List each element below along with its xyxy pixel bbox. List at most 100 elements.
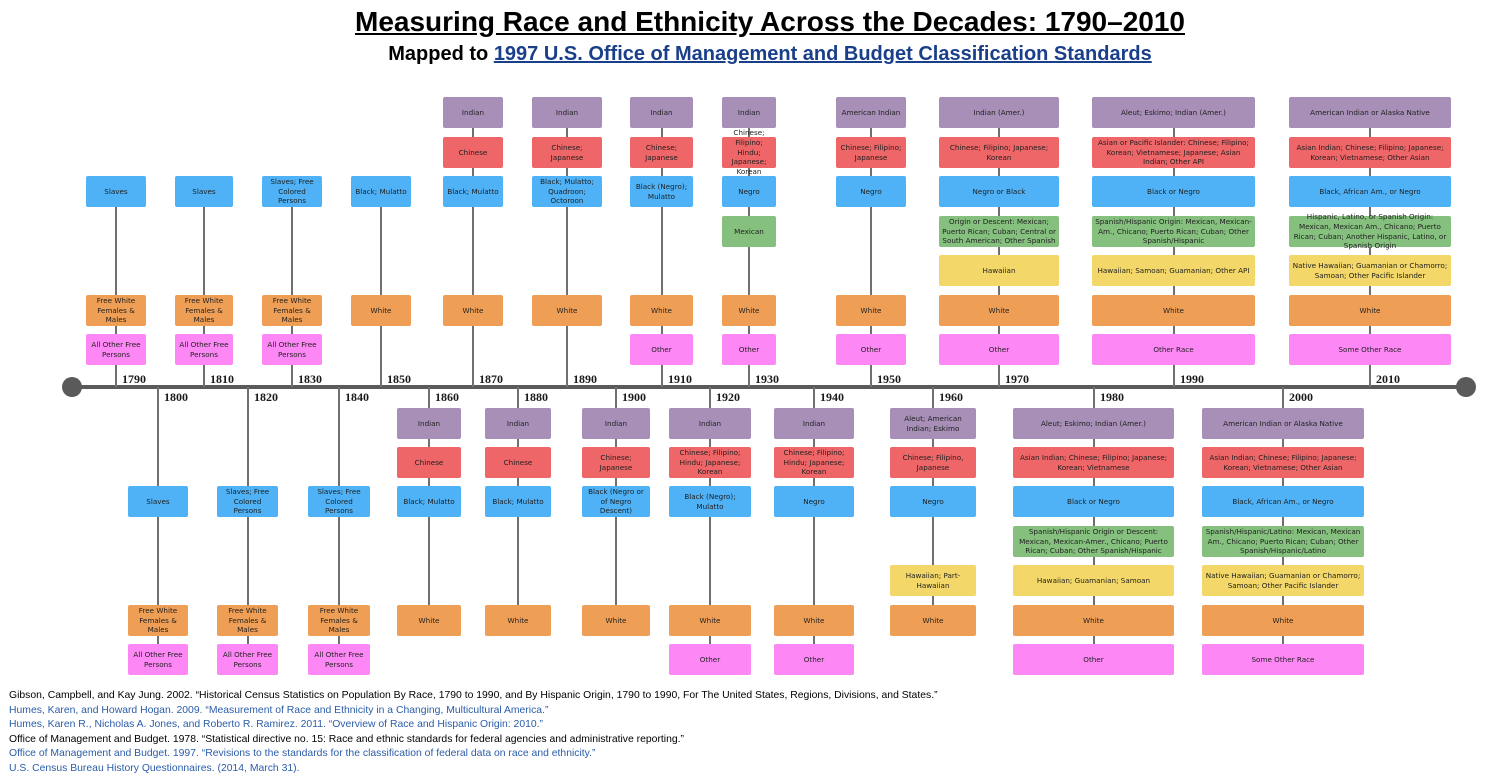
year-label: 1790 (122, 372, 146, 386)
category-box-pacific: Hawaiian; Samoan; Guamanian; Other API (1092, 255, 1255, 286)
category-box-black: Black, African Am., or Negro (1289, 176, 1451, 207)
category-box-white: White (1092, 295, 1255, 326)
year-connector-inner (380, 176, 382, 295)
category-box-asian: Chinese; Japanese (630, 137, 693, 168)
category-box-black: Black; Mulatto (397, 486, 461, 517)
category-box-white: White (351, 295, 411, 326)
year-connector-inner (203, 176, 205, 334)
category-box-indian: Indian (582, 408, 650, 439)
category-box-slave: Slaves; Free Colored Persons (308, 486, 370, 517)
category-box-indian: Indian (669, 408, 751, 439)
year-label: 1900 (622, 390, 646, 404)
category-box-indian: Aleut; American Indian; Eskimo (890, 408, 976, 439)
year-label: 1800 (164, 390, 188, 404)
category-box-black: Negro (836, 176, 906, 207)
category-box-slave: Slaves (175, 176, 233, 207)
category-box-other: All Other Free Persons (262, 334, 322, 365)
year-label: 1860 (435, 390, 459, 404)
category-box-white: Free White Females & Males (86, 295, 146, 326)
year-label: 1880 (524, 390, 548, 404)
category-box-white: White (1013, 605, 1174, 636)
category-box-indian: Indian (532, 97, 602, 128)
category-box-white: White (532, 295, 602, 326)
category-box-white: White (397, 605, 461, 636)
page-subtitle: Mapped to 1997 U.S. Office of Management… (0, 43, 1507, 66)
year-label: 1990 (1180, 372, 1204, 386)
category-box-other: Other (939, 334, 1059, 365)
timeline-axis (72, 385, 1466, 389)
category-box-other: All Other Free Persons (128, 644, 188, 675)
year-connector (247, 387, 249, 486)
year-label: 1890 (573, 372, 597, 386)
year-connector-inner (998, 97, 1000, 334)
category-box-asian: Asian Indian; Chinese; Filipino; Japanes… (1202, 447, 1364, 478)
category-box-other: Other (630, 334, 693, 365)
year-label: 1940 (820, 390, 844, 404)
category-box-white: Free White Females & Males (308, 605, 370, 636)
category-box-asian: Chinese; Filipino; Japanese (836, 137, 906, 168)
category-box-white: White (939, 295, 1059, 326)
category-box-white: White (836, 295, 906, 326)
category-box-white: Free White Females & Males (262, 295, 322, 326)
category-box-slave: Slaves; Free Colored Persons (217, 486, 278, 517)
year-connector (1282, 387, 1284, 408)
page-title: Measuring Race and Ethnicity Across the … (355, 6, 1185, 37)
year-connector (428, 387, 430, 408)
reference-item[interactable]: Humes, Karen, and Howard Hogan. 2009. “M… (9, 704, 549, 716)
category-box-hispanic: Spanish/Hispanic Origin: Mexican, Mexica… (1092, 216, 1255, 247)
year-connector-inner (709, 408, 711, 644)
year-connector (615, 387, 617, 408)
category-box-other: Other (836, 334, 906, 365)
category-box-asian: Asian Indian; Chinese; Filipino; Japanes… (1289, 137, 1451, 168)
category-box-black: Black or Negro (1013, 486, 1174, 517)
category-box-pacific: Native Hawaiian; Guamanian or Chamorro; … (1202, 565, 1364, 596)
category-box-white: White (485, 605, 551, 636)
reference-item[interactable]: Office of Management and Budget. 1997. “… (9, 748, 596, 760)
category-box-other: All Other Free Persons (175, 334, 233, 365)
year-connector (157, 387, 159, 486)
category-box-asian: Chinese; Filipino; Hindu; Japanese; Kore… (774, 447, 854, 478)
category-box-white: White (1289, 295, 1451, 326)
subtitle-prefix: Mapped to (388, 43, 494, 65)
year-connector-inner (247, 486, 249, 644)
year-label: 2010 (1376, 372, 1400, 386)
category-box-white: White (890, 605, 976, 636)
category-box-white: Free White Females & Males (175, 295, 233, 326)
category-box-black: Black or Negro (1092, 176, 1255, 207)
category-box-slave: Slaves (86, 176, 146, 207)
year-connector-inner (748, 97, 750, 334)
category-box-other: Other (774, 644, 854, 675)
category-box-other: Other (722, 334, 776, 365)
category-box-other: All Other Free Persons (86, 334, 146, 365)
year-connector-inner (661, 97, 663, 334)
year-connector-inner (291, 176, 293, 334)
category-box-slave: Slaves; Free Colored Persons (262, 176, 322, 207)
year-label: 1980 (1100, 390, 1124, 404)
category-box-indian: Aleut; Eskimo; Indian (Amer.) (1092, 97, 1255, 128)
category-box-indian: Aleut; Eskimo; Indian (Amer.) (1013, 408, 1174, 439)
category-box-black: Negro (722, 176, 776, 207)
category-box-pacific: Hawaiian (939, 255, 1059, 286)
year-connector (338, 387, 340, 486)
category-box-hispanic: Origin or Descent: Mexican; Puerto Rican… (939, 216, 1059, 247)
category-box-asian: Chinese (485, 447, 551, 478)
year-connector-inner (1173, 97, 1175, 334)
category-box-white: White (443, 295, 503, 326)
category-box-indian: Indian (Amer.) (939, 97, 1059, 128)
category-box-other: Other (1013, 644, 1174, 675)
category-box-black: Negro (890, 486, 976, 517)
reference-item[interactable]: U.S. Census Bureau History Questionnaire… (9, 762, 300, 774)
category-box-hispanic: Mexican (722, 216, 776, 247)
year-connector (932, 387, 934, 408)
reference-item[interactable]: Humes, Karen R., Nicholas A. Jones, and … (9, 719, 544, 731)
category-box-indian: Indian (774, 408, 854, 439)
category-box-other: Some Other Race (1289, 334, 1451, 365)
year-label: 1810 (210, 372, 234, 386)
category-box-indian: Indian (397, 408, 461, 439)
category-box-asian: Asian or Pacific Islander: Chinese; Fili… (1092, 137, 1255, 168)
category-box-white: White (722, 295, 776, 326)
category-box-black: Black; Mulatto (351, 176, 411, 207)
category-box-hispanic: Hispanic, Latino, or Spanish Origin: Mex… (1289, 212, 1451, 250)
year-label: 1830 (298, 372, 322, 386)
subtitle-link[interactable]: 1997 U.S. Office of Management and Budge… (493, 43, 1152, 65)
